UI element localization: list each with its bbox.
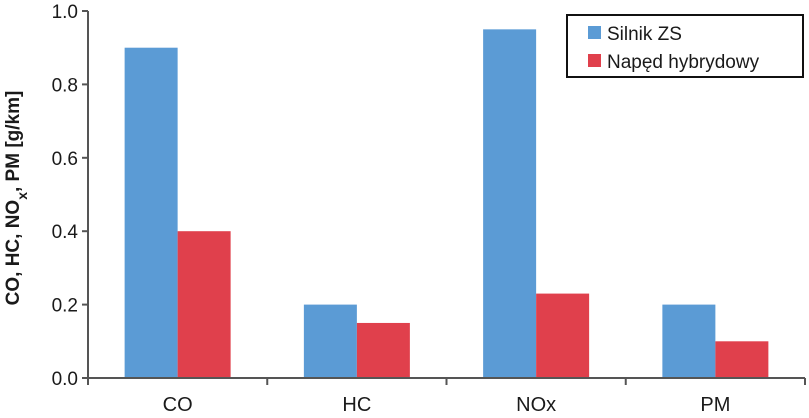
- legend-swatch: [588, 54, 601, 67]
- x-category-label: PM: [700, 394, 730, 416]
- bar-naped-hybrydowy-co: [177, 231, 231, 378]
- bar-silnik-zs-hc: [303, 304, 357, 378]
- bar-naped-hybrydowy-nox: [536, 293, 590, 378]
- bar-silnik-zs-co: [124, 47, 178, 378]
- y-tick-label: 1.0: [52, 2, 78, 23]
- x-axis-labels: CO HC NOx PM: [163, 394, 731, 416]
- y-tick-label: 0.4: [52, 222, 79, 243]
- axes: [87, 11, 806, 385]
- x-category-label: CO: [163, 394, 193, 416]
- y-axis-title-part: x: [14, 192, 30, 200]
- y-axis-ticks: 0.0 0.2 0.4 0.6 0.8 1.0: [52, 2, 88, 390]
- y-axis-title: CO, HC, NOx, PM [g/km]: [3, 91, 30, 306]
- legend-box: [566, 14, 804, 78]
- x-category-label: HC: [342, 394, 371, 416]
- y-tick-label: 0.0: [52, 369, 78, 390]
- bars: [124, 29, 769, 378]
- y-tick-label: 0.8: [52, 75, 78, 96]
- y-axis-title-part: , PM [g/km]: [3, 91, 24, 192]
- legend: Silnik ZS Napęd hybrydowy: [566, 14, 804, 78]
- bar-naped-hybrydowy-pm: [715, 341, 769, 378]
- bar-silnik-zs-pm: [662, 304, 716, 378]
- legend-label: Napęd hybrydowy: [607, 52, 760, 73]
- y-tick-label: 0.6: [52, 149, 78, 170]
- y-axis-label: CO, HC, NOx, PM [g/km]: [3, 91, 30, 306]
- y-axis-title-part: CO, HC, NO: [3, 200, 24, 306]
- y-tick-label: 0.2: [52, 296, 78, 317]
- x-category-label: NOx: [516, 394, 556, 416]
- legend-swatch: [588, 26, 601, 39]
- bar-naped-hybrydowy-hc: [356, 322, 410, 378]
- bar-silnik-zs-nox: [483, 29, 537, 378]
- legend-label: Silnik ZS: [607, 24, 682, 45]
